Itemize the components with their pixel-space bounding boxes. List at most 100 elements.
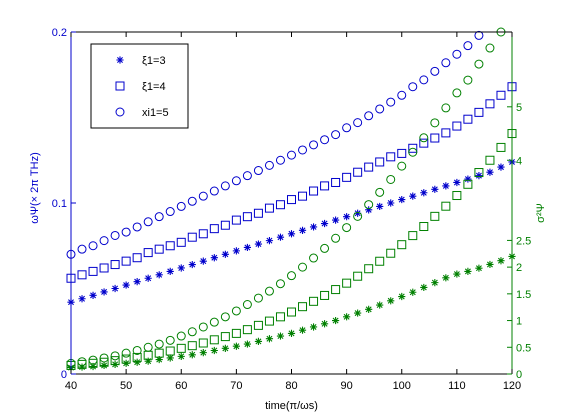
data-point [276,332,285,340]
data-point [89,291,97,299]
data-point [431,185,439,193]
data-point [353,211,363,221]
data-point [386,152,396,162]
legend-label: ξ1=4 [142,81,166,93]
data-point [176,331,186,341]
data-point [143,342,153,352]
data-point [485,99,495,109]
data-point [275,200,285,210]
data-point [298,191,308,201]
data-point [143,217,153,227]
data-point [89,362,97,371]
data-point [453,178,461,187]
data-point [132,345,142,355]
data-point [231,176,241,186]
data-point [474,107,484,117]
data-point [419,75,429,85]
data-point [342,278,352,288]
y-right-tick-label: 4 [516,155,522,167]
data-point [474,59,484,69]
data-point [375,256,385,266]
data-point [408,231,418,241]
data-point [177,352,185,360]
data-point [198,338,208,348]
x-tick-label: 120 [503,380,521,392]
data-point [78,295,86,303]
data-point [309,140,319,150]
legend-label: ξ1=3 [142,55,166,67]
y-right-tick-label: 2 [516,262,522,274]
data-point [485,43,495,53]
data-point [398,292,406,301]
x-tick-label: 100 [393,380,411,392]
data-point [364,162,374,172]
y-right-tick-label: 0 [516,369,522,381]
data-point [287,195,296,205]
data-point [176,201,186,211]
y-right-tick-label: 5 [516,102,522,114]
data-point [375,187,385,197]
data-point [253,320,263,330]
data-point [155,355,163,364]
data-point [254,240,263,248]
data-point [121,256,131,266]
data-point [397,161,407,171]
data-point [398,195,406,204]
legend-box [90,43,189,129]
data-point [88,241,98,251]
data-point [408,82,418,92]
data-point [187,327,197,337]
data-point [485,155,495,165]
data-point [342,223,352,233]
data-point [463,179,473,189]
data-point [264,286,274,296]
data-point [453,270,461,278]
data-point [232,342,240,350]
x-tick-label: 40 [65,380,77,392]
data-point [408,143,418,153]
data-point [342,123,352,133]
data-point [354,209,362,217]
data-point [122,281,130,289]
data-point [77,357,87,367]
data-point [209,317,219,327]
data-point [419,138,429,148]
data-point [253,208,263,218]
data-point [187,232,197,242]
data-point [430,211,440,221]
data-point [132,222,142,232]
data-point [243,340,251,348]
data-point [176,343,186,353]
data-point [354,309,362,317]
data-point [198,229,208,239]
data-point [331,177,341,187]
data-point [463,114,473,124]
data-point [254,337,263,346]
data-point [209,335,219,345]
data-point [187,341,197,351]
data-point [343,313,351,321]
x-tick-label: 80 [285,380,297,392]
y-right-tick-label: 2.5 [516,235,531,247]
data-point [155,271,163,279]
data-point [375,104,385,114]
legend-marker [115,81,125,91]
data-point [298,326,307,334]
data-point [441,58,451,68]
data-point [364,264,374,274]
data-point [242,212,252,222]
data-point [88,358,98,368]
data-point [441,103,451,113]
data-point [474,30,484,40]
data-point [441,128,451,138]
data-point [420,283,428,292]
data-point [132,352,142,362]
data-point [111,284,119,293]
series-5 [66,129,517,370]
data-point [99,263,109,273]
data-point [133,358,141,366]
x-tick-label: 60 [175,380,187,392]
data-point [220,332,230,342]
data-point [430,118,440,128]
